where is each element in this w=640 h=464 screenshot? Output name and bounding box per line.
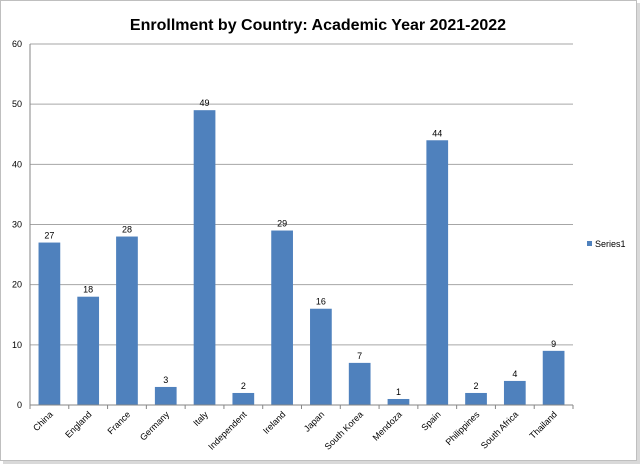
bars [38, 110, 565, 405]
data-label: 1 [396, 387, 401, 397]
bar-france [116, 236, 138, 405]
x-tick-label: Thailand [528, 409, 559, 440]
x-tick-label: England [63, 409, 93, 439]
y-axis-ticks: 0 10 20 30 40 50 60 [12, 39, 22, 410]
bar-germany [154, 386, 177, 405]
data-label: 28 [122, 225, 132, 235]
bar-south-korea [348, 362, 371, 405]
y-tick-label: 50 [12, 99, 22, 109]
y-tick-label: 40 [12, 159, 22, 169]
x-tick-label: Italy [191, 409, 210, 428]
x-tick-label: Ireland [261, 409, 288, 436]
data-label: 2 [474, 381, 479, 391]
y-tick-label: 20 [12, 280, 22, 290]
bar-independent [232, 392, 255, 405]
bar-philippines [465, 392, 487, 405]
x-axis-ticks: China England France Germany ItalyIndependen… [31, 409, 559, 452]
data-label: 18 [83, 285, 93, 295]
x-tick-label: South Korea [323, 409, 365, 451]
y-tick-label: 10 [12, 340, 22, 350]
bar-england [77, 296, 100, 405]
x-tick-label: Spain [419, 409, 442, 432]
bar-china [38, 242, 61, 405]
data-label: 29 [277, 219, 287, 229]
data-label: 4 [512, 369, 517, 379]
data-label: 7 [357, 351, 362, 361]
x-tick-label: South Africa [479, 409, 520, 450]
x-tick-label: Philippines [444, 409, 482, 447]
x-tick-label: Japan [302, 409, 326, 433]
data-label: 27 [44, 231, 54, 241]
chart-title: Enrollment by Country: Academic Year 202… [130, 17, 506, 34]
data-label: 3 [163, 375, 168, 385]
data-label: 9 [551, 339, 556, 349]
x-tick-label: China [31, 409, 55, 433]
bar-thailand [542, 350, 565, 405]
y-tick-label: 60 [12, 39, 22, 49]
gridlines [30, 43, 573, 346]
x-tick-label: Germany [138, 409, 172, 443]
data-label: 16 [316, 297, 326, 307]
legend-swatch-series1 [587, 241, 592, 246]
bar-mendoza [387, 398, 410, 405]
bar-spain [426, 140, 449, 405]
data-label: 49 [200, 98, 210, 108]
legend: Series1 [587, 239, 626, 249]
bar-italy [193, 110, 216, 405]
x-tick-label: Mendoza [371, 409, 404, 442]
frame-shadow-right [637, 3, 640, 464]
bar-ireland [271, 230, 293, 405]
bar-japan [310, 308, 332, 405]
data-label: 44 [432, 128, 442, 138]
legend-label-series1: Series1 [595, 239, 626, 249]
bar-south-africa [503, 380, 526, 405]
y-tick-label: 30 [12, 220, 22, 230]
axes [29, 44, 574, 409]
y-tick-label: 0 [17, 400, 22, 410]
frame-shadow-bottom [3, 461, 640, 464]
x-tick-label: France [105, 409, 132, 436]
x-tick-label: Independent [206, 409, 249, 452]
data-label: 2 [241, 381, 246, 391]
